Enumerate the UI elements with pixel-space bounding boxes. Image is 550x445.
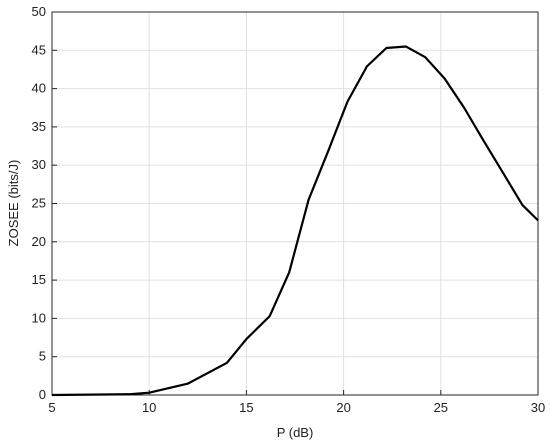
x-tick-label: 15 <box>239 400 253 415</box>
y-tick-label: 40 <box>32 81 46 96</box>
y-tick-label: 10 <box>32 310 46 325</box>
x-tick-label: 20 <box>336 400 350 415</box>
x-tick-label: 10 <box>142 400 156 415</box>
y-tick-label: 25 <box>32 196 46 211</box>
x-axis-label: P (dB) <box>277 425 314 440</box>
y-axis-label: ZOSEE (bits/J) <box>6 160 21 247</box>
y-tick-label: 45 <box>32 42 46 57</box>
y-tick-label: 15 <box>32 272 46 287</box>
x-tick-label: 25 <box>434 400 448 415</box>
y-tick-label: 20 <box>32 234 46 249</box>
y-tick-label: 5 <box>39 349 46 364</box>
y-tick-label: 30 <box>32 157 46 172</box>
y-tick-label: 50 <box>32 4 46 19</box>
y-tick-label: 0 <box>39 387 46 402</box>
plot-frame <box>51 11 539 396</box>
x-tick-label: 30 <box>531 400 545 415</box>
x-tick-label: 5 <box>48 400 55 415</box>
y-tick-label: 35 <box>32 119 46 134</box>
data-line <box>51 45 539 397</box>
